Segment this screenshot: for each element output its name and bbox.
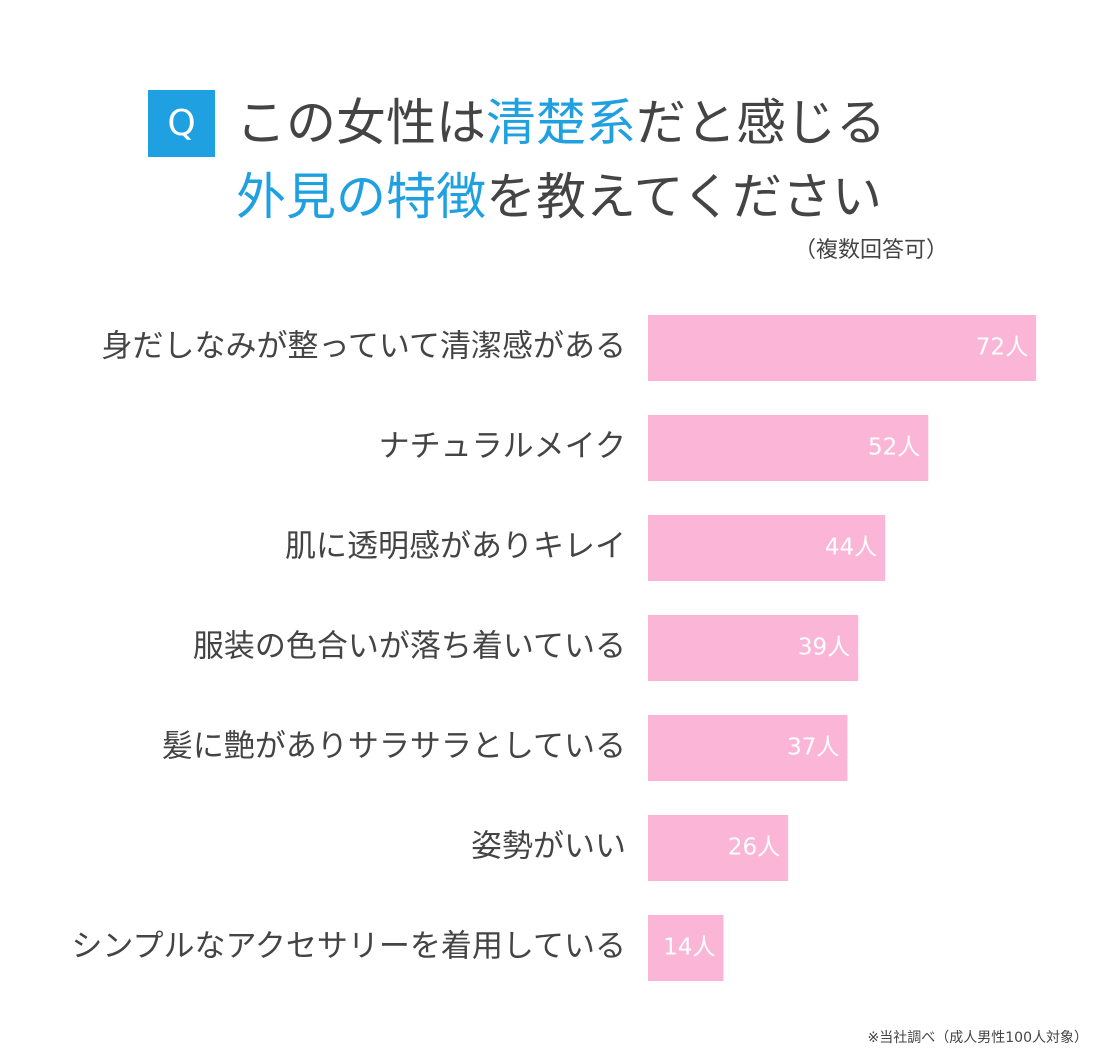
bar [648,915,724,981]
title-text: この女性は [236,94,486,152]
value-label: 52人 [868,435,920,461]
value-label: 39人 [798,635,850,661]
category-label: 肌に透明感がありキレイ [285,529,626,565]
category-label: 髪に艶がありサラサラとしている [162,729,626,765]
title-highlight: 清楚系 [486,94,636,152]
value-label: 26人 [728,835,780,861]
source-note: ※当社調べ（成人男性100人対象） [867,1030,1088,1046]
bar [648,515,886,581]
bar [648,315,1037,381]
bar [648,715,848,781]
multiple-answer-note: （複数回答可） [793,238,948,263]
value-label: 72人 [976,335,1028,361]
category-label: 服装の色合いが落ち着いている [193,629,626,665]
value-label: 37人 [787,735,839,761]
category-label: シンプルなアクセサリーを着用している [71,929,626,965]
category-label: 姿勢がいい [471,829,626,865]
title-line-1: この女性は清楚系だと感じる [236,93,886,153]
value-label: 14人 [663,935,715,961]
bar [648,815,789,881]
title-text: だと感じる [636,94,886,152]
title-line-2: 外見の特徴を教えてください [236,167,882,227]
title-text: を教えてください [486,168,882,226]
bar [648,415,929,481]
title-highlight: 外見の特徴 [236,168,486,226]
category-label: 身だしなみが整っていて清潔感がある [101,329,626,365]
category-label: ナチュラルメイク [379,429,626,465]
value-label: 44人 [825,535,877,561]
bar [648,615,859,681]
question-badge: Q [148,90,215,157]
